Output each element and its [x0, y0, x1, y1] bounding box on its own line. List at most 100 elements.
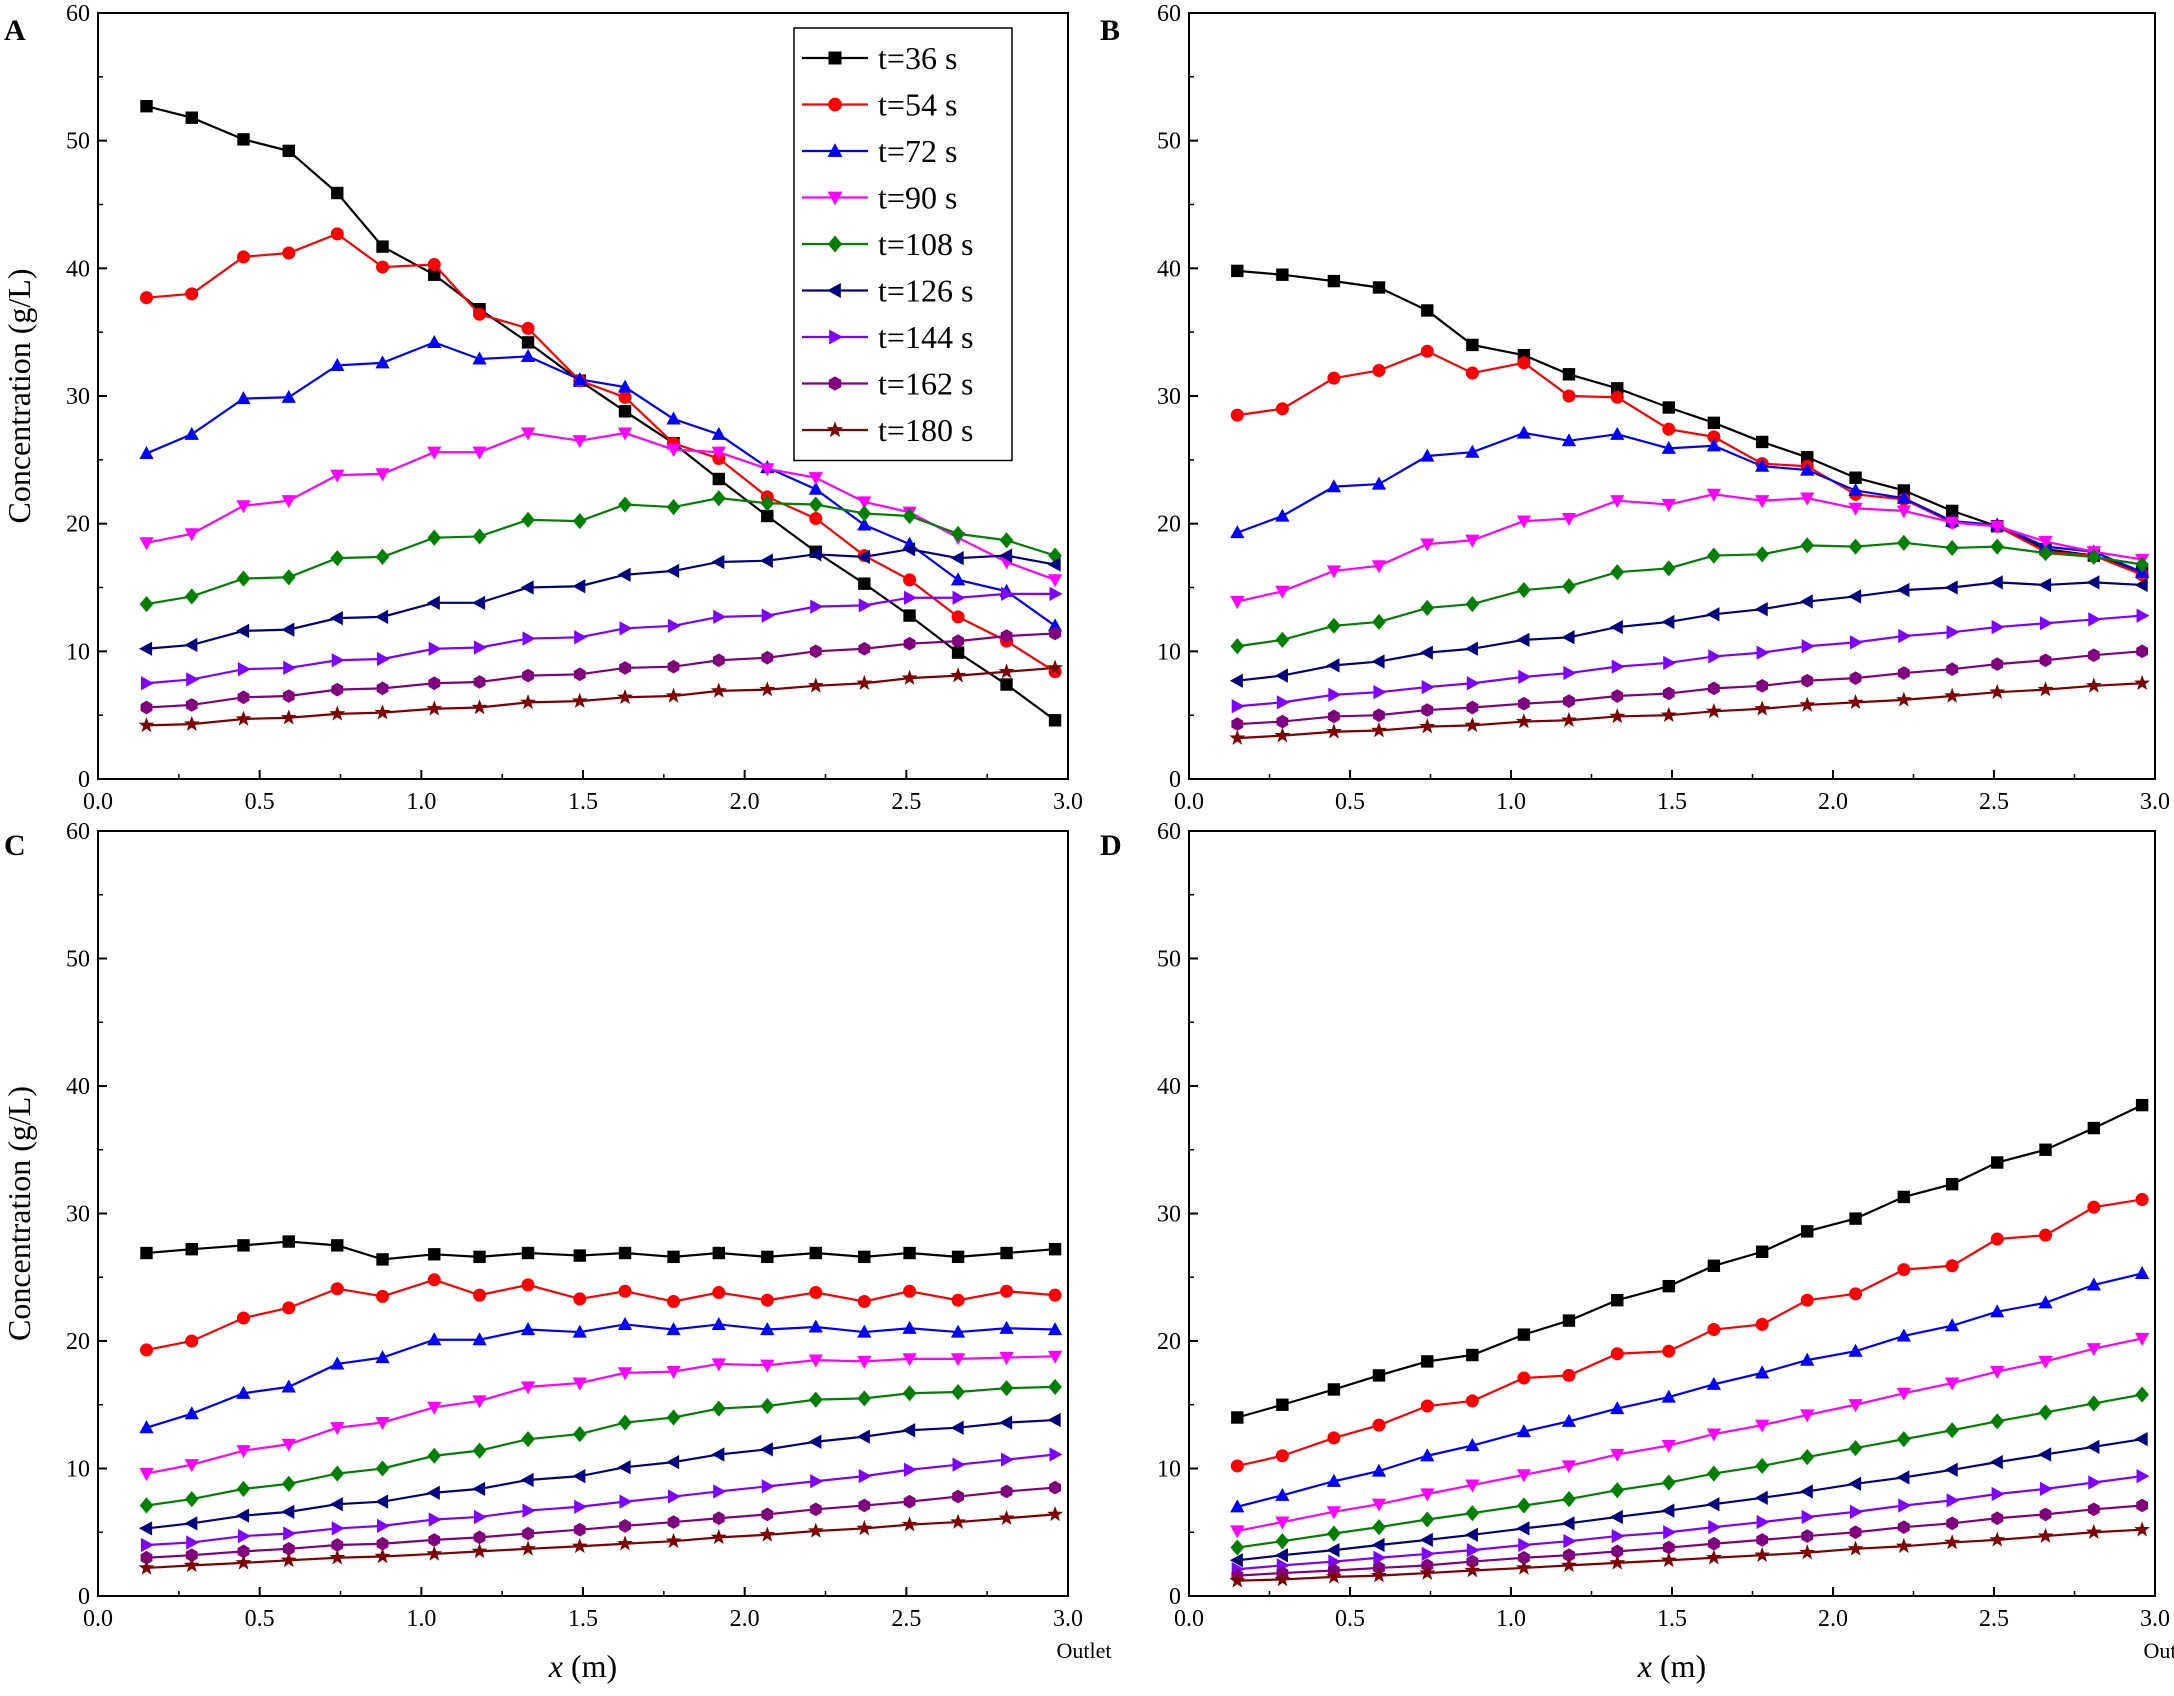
data-point: [952, 1458, 965, 1472]
data-point: [1465, 1528, 1478, 1542]
data-point: [904, 637, 916, 651]
data-point: [1707, 1466, 1721, 1482]
data-point: [2039, 1229, 2052, 1242]
data-point: [1609, 708, 1625, 723]
data-point: [1612, 660, 1625, 674]
data-point: [857, 1429, 870, 1443]
data-point: [140, 596, 154, 612]
data-point: [1562, 1516, 1575, 1530]
data-point: [713, 1511, 725, 1525]
data-point: [236, 500, 250, 513]
data-point: [238, 690, 250, 704]
data-point: [667, 1295, 680, 1308]
data-point: [619, 391, 632, 404]
data-point: [522, 322, 535, 335]
data-point: [1897, 1263, 1910, 1276]
data-point: [1518, 1538, 1531, 1552]
data-point: [185, 1491, 199, 1507]
data-point: [376, 1460, 390, 1476]
data-point: [282, 247, 295, 260]
data-point: [282, 569, 296, 585]
data-point: [1612, 1529, 1625, 1543]
data-point: [2135, 1266, 2149, 1279]
data-point: [522, 336, 534, 348]
data-point: [1517, 582, 1531, 598]
x-tick-label: 1.0: [406, 789, 436, 815]
y-tick-label: 60: [66, 819, 90, 845]
data-point: [668, 1489, 681, 1503]
data-point: [1848, 1477, 1861, 1491]
data-point: [1000, 1285, 1013, 1298]
data-point: [1848, 589, 1861, 603]
data-point: [619, 1285, 632, 1298]
data-point: [760, 1442, 773, 1456]
data-point: [857, 1390, 871, 1406]
data-point: [952, 646, 964, 658]
data-point: [472, 1543, 488, 1558]
data-point: [1662, 499, 1676, 512]
data-point: [903, 609, 915, 621]
data-point: [1897, 535, 1911, 551]
data-point: [281, 623, 294, 637]
data-point: [1755, 602, 1768, 616]
x-tick-label: 0.5: [245, 1606, 275, 1632]
data-point: [1990, 575, 2003, 589]
data-point: [1896, 583, 1909, 597]
series-t-126-s: [139, 542, 1061, 656]
data-point: [1563, 694, 1575, 708]
data-point: [902, 1321, 916, 1334]
y-tick-label: 50: [66, 129, 90, 155]
data-point: [810, 645, 822, 659]
x-tick-label: 3.0: [1053, 1606, 1083, 1632]
x-tick-label: 2.0: [1818, 1606, 1848, 1632]
data-point: [809, 1320, 823, 1333]
x-tick-label: 2.0: [730, 1606, 760, 1632]
data-point: [761, 651, 773, 665]
data-point: [713, 1247, 725, 1259]
y-tick-label: 40: [66, 256, 90, 282]
data-point: [713, 473, 725, 485]
data-point: [1001, 1485, 1013, 1499]
data-point: [618, 1317, 632, 1330]
data-point: [711, 555, 724, 569]
data-point: [237, 571, 251, 587]
data-point: [1563, 666, 1576, 680]
x-tick-label: 1.5: [1657, 1606, 1687, 1632]
data-point: [236, 1554, 252, 1569]
data-point: [1898, 666, 1910, 680]
data-point: [808, 1523, 824, 1538]
data-point: [1662, 423, 1675, 436]
data-point: [1945, 580, 1958, 594]
data-point: [1897, 1431, 1911, 1447]
data-point: [1421, 304, 1433, 316]
data-point: [522, 631, 535, 645]
legend-swatch-marker: [828, 98, 842, 112]
data-point: [1944, 688, 1960, 703]
data-point: [139, 1468, 153, 1481]
data-point: [1516, 1521, 1529, 1535]
data-point: [617, 1535, 633, 1550]
data-point: [711, 1529, 727, 1544]
data-point: [712, 1286, 725, 1299]
data-point: [1754, 700, 1770, 715]
data-point: [428, 676, 440, 690]
data-point: [858, 1295, 871, 1308]
data-point: [810, 1474, 823, 1488]
data-point: [859, 1469, 872, 1483]
data-point: [951, 1384, 965, 1400]
data-point: [236, 624, 249, 638]
data-point: [1799, 697, 1815, 712]
x-tick-label: 1.0: [1496, 1606, 1526, 1632]
data-point: [281, 1505, 294, 1519]
data-point: [331, 187, 343, 199]
data-point: [1610, 620, 1623, 634]
data-point: [574, 667, 586, 681]
data-point: [520, 694, 536, 709]
data-point: [1275, 668, 1288, 682]
data-point: [1708, 649, 1721, 663]
y-tick-label: 30: [1157, 384, 1181, 410]
data-point: [999, 1510, 1015, 1525]
data-point: [573, 1292, 586, 1305]
